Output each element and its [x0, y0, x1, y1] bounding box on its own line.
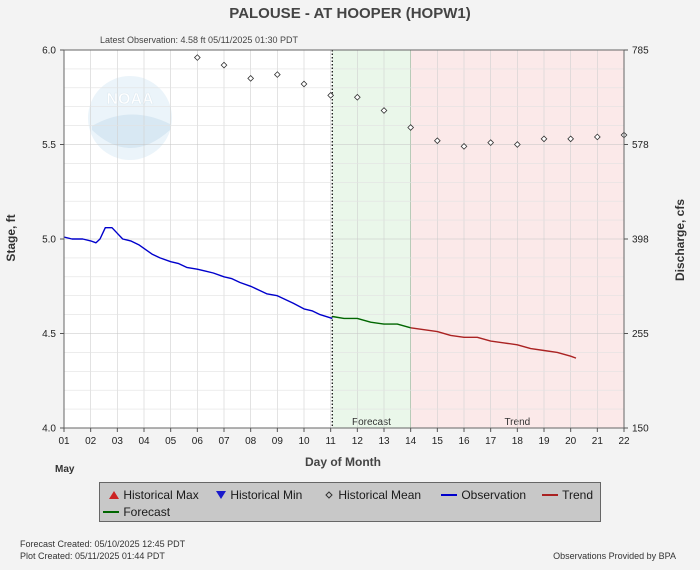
chart-svg: PALOUSE - AT HOOPER (HOPW1) Latest Obser…	[4, 5, 687, 475]
forecast-created: Forecast Created: 05/10/2025 12:45 PDT	[20, 539, 186, 549]
historical-mean-point	[513, 141, 521, 148]
x-tick-label: 10	[298, 436, 310, 447]
right-tick-label: 578	[632, 140, 649, 151]
plot-created: Plot Created: 05/11/2025 01:44 PDT	[20, 551, 165, 561]
legend-label: Historical Mean	[338, 488, 422, 502]
latest-observation: Latest Observation: 4.58 ft 05/11/2025 0…	[100, 35, 298, 45]
x-tick-label: 13	[378, 436, 390, 447]
x-tick-label: 15	[432, 436, 444, 447]
legend-label: Historical Min	[230, 488, 303, 502]
region-label: Forecast	[352, 417, 391, 428]
historical-mean-point	[567, 135, 575, 143]
line-icon	[103, 511, 119, 513]
historical-mean-point	[540, 135, 548, 143]
x-tick-label: 01	[58, 436, 70, 447]
legend: Historical Max Historical Min Historical…	[99, 482, 601, 522]
historical-mean-point	[433, 137, 441, 145]
y-tick-label: 6.0	[42, 46, 56, 57]
y-tick-label: 5.5	[42, 140, 56, 151]
x-tick-label: 05	[165, 436, 177, 447]
x-tick-label: 02	[85, 436, 97, 447]
right-tick-label: 785	[632, 46, 649, 57]
x-tick-label: 19	[538, 436, 550, 447]
x-tick-label: 12	[352, 436, 364, 447]
right-tick-label: 150	[632, 424, 649, 435]
y-axis-label: Stage, ft	[4, 214, 18, 261]
y-tick-label: 4.5	[42, 329, 56, 340]
x-tick-label: 18	[512, 436, 524, 447]
x-tick-label: 03	[112, 436, 124, 447]
month-label: May	[55, 464, 75, 475]
y-tick-label: 4.0	[42, 424, 56, 435]
line-icon	[542, 494, 558, 496]
historical-mean-point	[193, 54, 201, 61]
x-tick-label: 08	[245, 436, 257, 447]
historical-mean-point	[220, 61, 228, 69]
right-tick-label: 255	[632, 329, 649, 340]
legend-label: Trend	[562, 488, 594, 502]
y-axis-right-label: Discharge, cfs	[673, 199, 687, 281]
x-tick-label: 17	[485, 436, 497, 447]
data-provider: Observations Provided by BPA	[553, 551, 676, 561]
line-icon	[441, 494, 457, 496]
historical-mean-point	[380, 107, 388, 114]
historical-mean-point	[460, 143, 468, 150]
historical-mean-point	[300, 80, 308, 88]
legend-item-historical-max: Historical Max	[108, 488, 199, 502]
x-tick-label: 11	[325, 436, 336, 447]
x-tick-label: 07	[218, 436, 230, 447]
historical-mean-point	[273, 71, 281, 78]
x-tick-label: 22	[618, 436, 630, 447]
x-tick-label: 09	[272, 436, 284, 447]
triangle-up-icon	[109, 491, 119, 499]
legend-label: Forecast	[123, 505, 171, 519]
legend-label: Historical Max	[123, 488, 199, 502]
y-tick-label: 5.0	[42, 235, 56, 246]
series-observation	[63, 227, 333, 320]
series-forecast	[332, 315, 411, 329]
historical-mean-point	[487, 139, 495, 146]
legend-item-historical-mean: Historical Mean	[323, 488, 421, 502]
historical-mean-point	[593, 133, 601, 141]
x-tick-label: 16	[458, 436, 470, 447]
legend-item-forecast: Forecast	[102, 505, 170, 519]
x-axis-label: Day of Month	[305, 455, 381, 469]
historical-mean-point	[353, 93, 361, 101]
series-trend	[410, 327, 577, 359]
historical-mean-point	[327, 91, 335, 99]
noaa-logo-wave	[92, 114, 170, 148]
noaa-logo: NOAA	[88, 76, 172, 160]
x-tick-label: 06	[192, 436, 204, 447]
right-tick-label: 398	[632, 235, 649, 246]
legend-item-observation: Observation	[440, 488, 526, 502]
legend-item-historical-min: Historical Min	[215, 488, 302, 502]
diamond-icon	[325, 491, 333, 499]
x-tick-label: 04	[138, 436, 150, 447]
noaa-logo-text: NOAA	[106, 91, 154, 108]
legend-item-trend: Trend	[541, 488, 593, 502]
historical-mean-point	[407, 124, 415, 131]
x-tick-label: 21	[592, 436, 604, 447]
x-tick-label: 20	[565, 436, 577, 447]
x-tick-label: 14	[405, 436, 417, 447]
triangle-down-icon	[216, 491, 226, 499]
legend-label: Observation	[461, 488, 527, 502]
chart-title: PALOUSE - AT HOOPER (HOPW1)	[229, 5, 470, 22]
historical-mean-point	[247, 74, 255, 82]
